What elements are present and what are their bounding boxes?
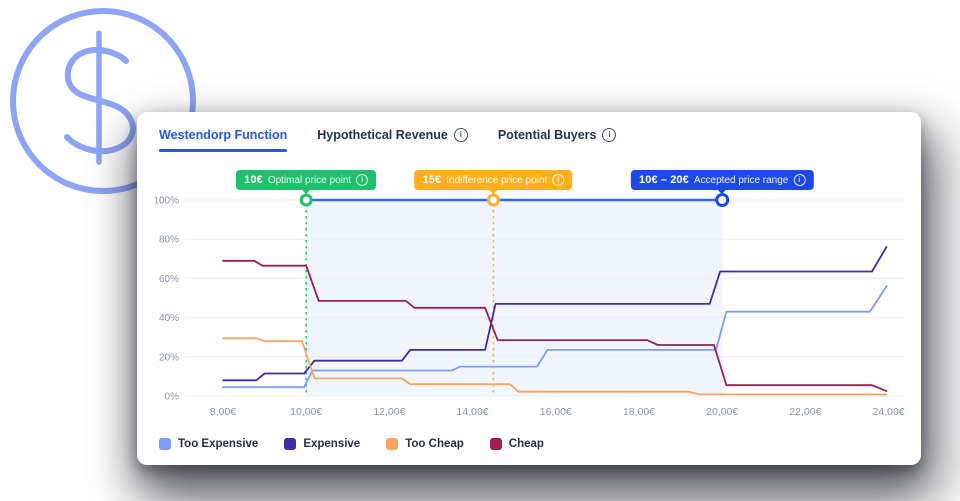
- x-axis-tick: 16,00€: [540, 406, 572, 418]
- chart-legend: Too Expensive Expensive Too Cheap Cheap: [159, 438, 544, 450]
- optimal-price-badge[interactable]: 10€ Optimal price point: [236, 170, 377, 194]
- y-axis-tick: 100%: [155, 196, 179, 207]
- x-axis-tick: 14,00€: [457, 406, 489, 418]
- badge-label: Accepted price range: [693, 174, 789, 186]
- series-line-cheap[interactable]: [222, 259, 888, 393]
- y-axis-tick: 80%: [159, 235, 179, 246]
- optimal-price-marker[interactable]: [299, 193, 313, 207]
- y-axis-tick: 20%: [159, 352, 179, 363]
- y-axis-tick: 40%: [159, 313, 179, 324]
- legend-swatch: [489, 438, 502, 450]
- tab-label: Potential Buyers: [497, 128, 597, 142]
- info-icon[interactable]: [453, 128, 468, 142]
- legend-item-expensive[interactable]: Expensive: [284, 438, 360, 450]
- x-axis: 8,00€ 10,00€ 12,00€ 14,00€ 16,00€ 18,00€ 20,00…: [210, 406, 905, 418]
- legend-swatch: [284, 438, 297, 450]
- chart-plot[interactable]: 0% 20% 40% 60% 80% 100% 8,00€ 10,00€ 12,00€ 14,00…: [155, 168, 910, 432]
- badge-value: 10€: [244, 174, 263, 186]
- westendorp-chart: 0% 20% 40% 60% 80% 100% 8,00€ 10,00€ 12,00€ 14,00…: [155, 168, 910, 432]
- indifference-price-marker[interactable]: [486, 193, 500, 207]
- legend-label: Expensive: [303, 438, 361, 450]
- x-axis-tick: 24,00€: [873, 406, 905, 418]
- series-line-too-cheap[interactable]: [222, 337, 888, 396]
- dollar-circle-decoration: [10, 8, 196, 194]
- tab-westendorp-function[interactable]: Westendorp Function: [159, 128, 288, 152]
- x-axis-tick: 12,00€: [373, 406, 405, 418]
- legend-item-too-expensive[interactable]: Too Expensive: [159, 438, 258, 450]
- tab-hypothetical-revenue[interactable]: Hypothetical Revenue: [317, 128, 468, 152]
- badge-value: 10€ – 20€: [639, 174, 689, 186]
- legend-swatch: [386, 438, 399, 450]
- info-icon[interactable]: [356, 174, 369, 186]
- info-icon[interactable]: [602, 128, 617, 142]
- x-axis-tick: 10,00€: [290, 406, 322, 418]
- tab-potential-buyers[interactable]: Potential Buyers: [498, 128, 617, 152]
- pricing-analysis-card: Westendorp Function Hypothetical Revenue…: [137, 112, 921, 465]
- series-line-too-expensive[interactable]: [222, 285, 888, 389]
- legend-item-cheap[interactable]: Cheap: [489, 438, 544, 450]
- y-axis-tick: 60%: [159, 274, 179, 285]
- x-axis-tick: 22,00€: [789, 406, 821, 418]
- dollar-s-curve: [64, 47, 136, 155]
- legend-item-too-cheap[interactable]: Too Cheap: [386, 438, 464, 450]
- info-icon[interactable]: [793, 174, 806, 186]
- circle-outline: [10, 8, 196, 194]
- legend-label: Too Expensive: [178, 438, 259, 450]
- y-axis-tick: 0%: [165, 392, 180, 403]
- legend-label: Cheap: [508, 438, 544, 450]
- legend-swatch: [159, 438, 171, 450]
- x-axis-tick: 20,00€: [706, 406, 738, 418]
- badge-value: 15€: [422, 174, 442, 186]
- badge-label: Optimal price point: [267, 174, 352, 186]
- x-axis-tick: 18,00€: [623, 406, 655, 418]
- accepted-price-range-badge[interactable]: 10€ – 20€ Accepted price range: [631, 170, 814, 194]
- info-icon[interactable]: [552, 174, 565, 186]
- legend-label: Too Cheap: [405, 438, 464, 450]
- accepted-range-end-marker[interactable]: [715, 193, 730, 207]
- tab-label: Hypothetical Revenue: [317, 128, 448, 142]
- accepted-range-shading: [306, 200, 723, 396]
- indifference-price-badge[interactable]: 15€ Indifference price point: [414, 170, 573, 194]
- series-line-expensive[interactable]: [222, 246, 888, 382]
- tab-bar: Westendorp Function Hypothetical Revenue…: [159, 128, 617, 152]
- tab-label: Westendorp Function: [159, 128, 288, 142]
- badge-label: Indifference price point: [446, 174, 548, 186]
- x-axis-tick: 8,00€: [210, 406, 236, 418]
